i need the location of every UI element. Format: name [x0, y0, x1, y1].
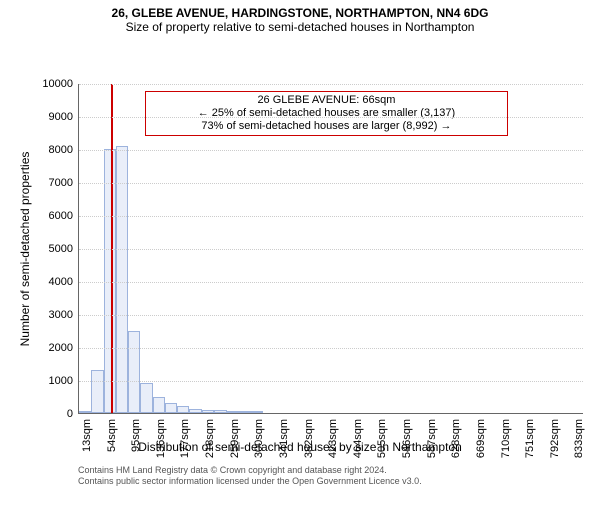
y-tick-label: 3000	[49, 309, 79, 321]
histogram-bar	[177, 406, 189, 413]
y-gridline	[79, 84, 583, 85]
plot-area: 26 GLEBE AVENUE: 66sqm ← 25% of semi-det…	[78, 84, 583, 414]
y-tick-label: 6000	[49, 210, 79, 222]
histogram-bar	[214, 410, 227, 413]
histogram-bar	[128, 331, 140, 414]
footer-line1: Contains HM Land Registry data © Crown c…	[78, 465, 583, 476]
y-gridline	[79, 348, 583, 349]
y-gridline	[79, 216, 583, 217]
histogram-bar	[239, 411, 252, 413]
histogram-bar	[79, 411, 91, 413]
histogram-bar	[140, 383, 153, 413]
info-box-line1: 26 GLEBE AVENUE: 66sqm	[150, 94, 504, 107]
histogram-bar	[251, 411, 263, 413]
y-tick-label: 9000	[49, 111, 79, 123]
y-axis-label: Number of semi-detached properties	[18, 84, 32, 414]
y-tick-label: 5000	[49, 243, 79, 255]
y-tick-label: 7000	[49, 177, 79, 189]
info-box: 26 GLEBE AVENUE: 66sqm ← 25% of semi-det…	[145, 91, 509, 137]
histogram-bar	[104, 149, 116, 413]
y-tick-label: 2000	[49, 342, 79, 354]
histogram-bar	[189, 409, 202, 413]
y-tick-label: 4000	[49, 276, 79, 288]
y-gridline	[79, 381, 583, 382]
y-gridline	[79, 282, 583, 283]
info-box-line3: 73% of semi-detached houses are larger (…	[150, 120, 504, 133]
x-axis-title: Distribution of semi-detached houses by …	[0, 440, 600, 454]
histogram-bar	[153, 397, 165, 414]
y-gridline	[79, 249, 583, 250]
histogram-bar	[202, 410, 214, 413]
page-title-line2: Size of property relative to semi-detach…	[0, 20, 600, 34]
y-tick-label: 10000	[42, 78, 79, 90]
histogram-bar	[165, 403, 178, 413]
y-gridline	[79, 117, 583, 118]
y-gridline	[79, 150, 583, 151]
histogram-bar	[91, 370, 104, 413]
histogram-bar	[116, 146, 129, 413]
footer: Contains HM Land Registry data © Crown c…	[78, 465, 583, 487]
histogram-bar	[227, 411, 239, 413]
page-title-line1: 26, GLEBE AVENUE, HARDINGSTONE, NORTHAMP…	[0, 6, 600, 20]
footer-line2: Contains public sector information licen…	[78, 476, 583, 487]
y-tick-label: 0	[67, 408, 79, 420]
y-tick-label: 8000	[49, 144, 79, 156]
y-tick-label: 1000	[49, 375, 79, 387]
y-gridline	[79, 183, 583, 184]
y-gridline	[79, 315, 583, 316]
